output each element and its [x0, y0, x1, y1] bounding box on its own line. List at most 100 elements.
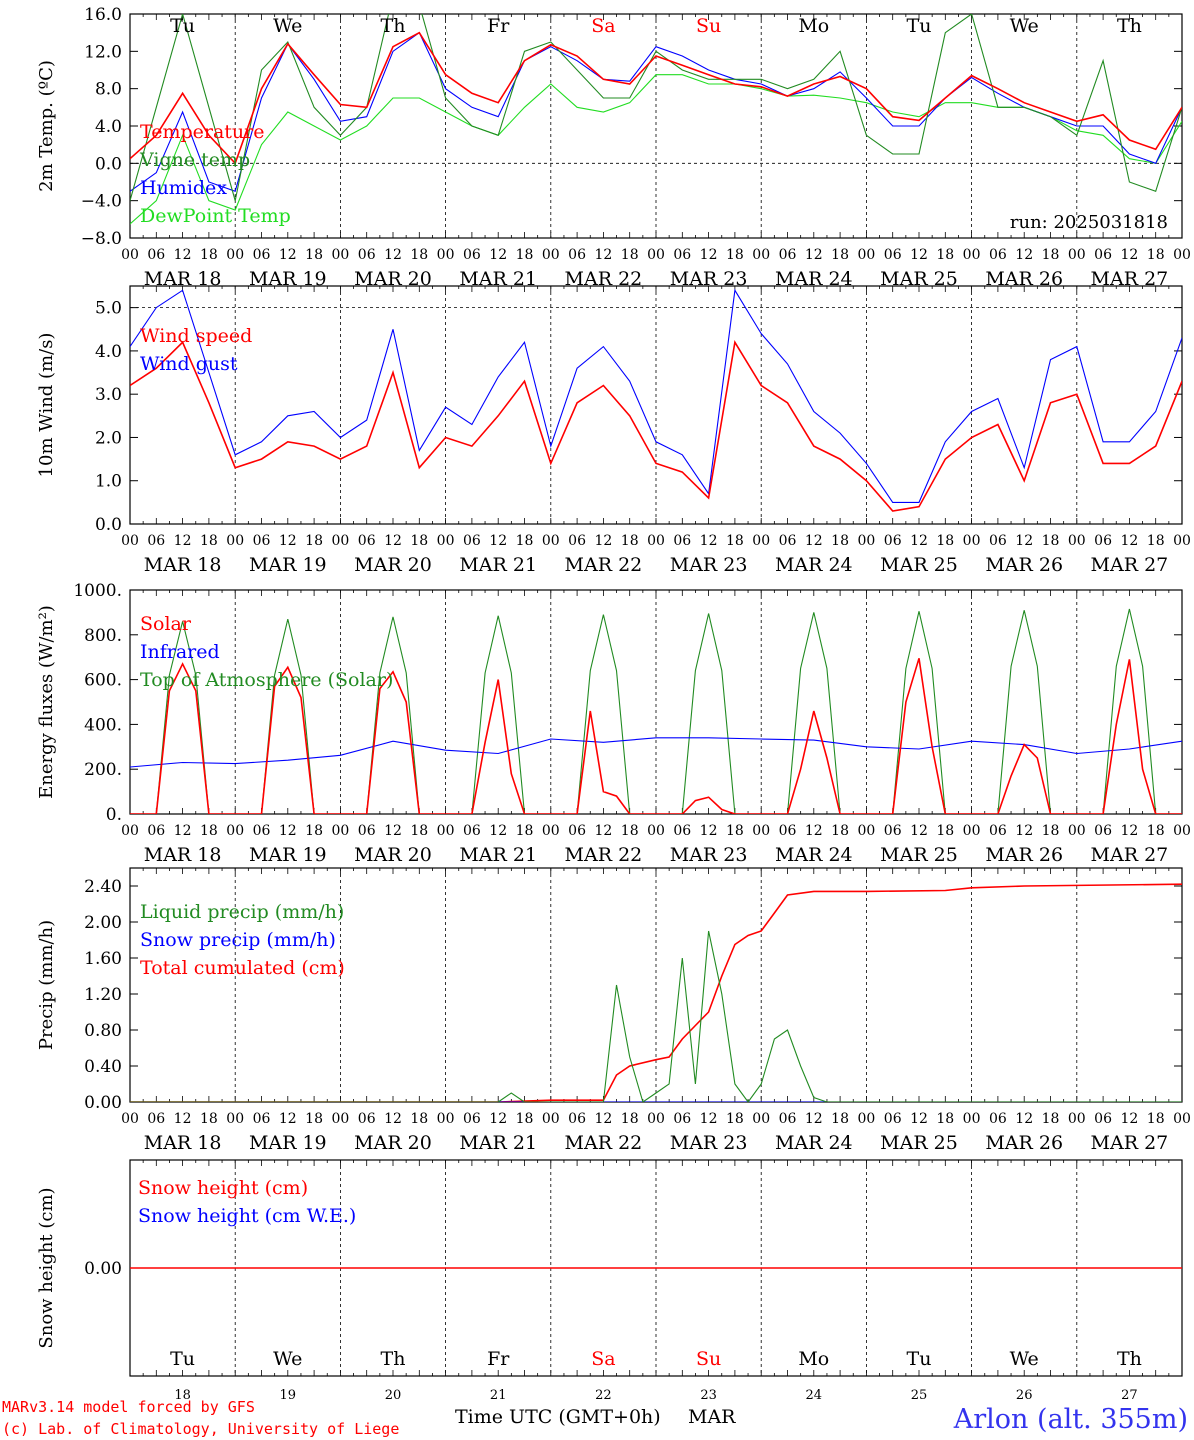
hour-label: 18: [410, 1111, 428, 1127]
hour-label: 06: [884, 533, 902, 549]
y-axis-label: Precip (mm/h): [36, 920, 57, 1050]
legend-entry: Top of Atmosphere (Solar): [140, 669, 393, 691]
hour-label: 00: [121, 533, 139, 549]
weekday-label: We: [1010, 1348, 1039, 1370]
hour-label: 12: [805, 823, 823, 839]
hour-label: 18: [726, 247, 744, 263]
hour-label: 00: [857, 247, 875, 263]
footer-credit-1: MARv3.14 model forced by GFS: [2, 1398, 255, 1416]
weekday-label: Sa: [591, 1348, 615, 1370]
hour-label: 18: [410, 823, 428, 839]
y-tick-label: 0.40: [84, 1057, 122, 1077]
y-tick-label: −4.0: [81, 192, 122, 212]
weekday-label: Fr: [487, 15, 510, 37]
series-line-top-of-atmosphere-solar-: [130, 608, 1182, 814]
day-date-label: MAR 20: [354, 554, 432, 576]
hour-label: 12: [174, 533, 192, 549]
hour-label: 00: [226, 533, 244, 549]
hour-label: 06: [147, 1111, 165, 1127]
day-number-label: 22: [595, 1388, 612, 1403]
hour-label: 12: [489, 533, 507, 549]
hour-label: 00: [331, 247, 349, 263]
hour-label: 12: [910, 1111, 928, 1127]
day-date-label: MAR 25: [880, 1132, 958, 1154]
series-line-solar: [130, 658, 1182, 814]
day-date-label: MAR 19: [249, 1132, 327, 1154]
y-tick-label: 0.00: [84, 1093, 122, 1113]
hour-label: 12: [489, 1111, 507, 1127]
hour-label: 00: [226, 1111, 244, 1127]
y-axis-label: 2m Temp. (ºC): [36, 60, 57, 192]
day-date-label: MAR 20: [354, 844, 432, 866]
day-date-label: MAR 27: [1091, 844, 1169, 866]
hour-label: 00: [1068, 533, 1086, 549]
hour-label: 12: [1015, 823, 1033, 839]
day-number-label: 26: [1016, 1388, 1033, 1403]
day-date-label: MAR 18: [144, 554, 222, 576]
chart-panel-5: 0.00 Snow height (cm) Snow height (cm) Snow…: [36, 1159, 1183, 1377]
chart-panel-2: 0.0 1.0 2.0 3.0 4.0 5.0 10m Wind (m/s) Wind spe…: [36, 285, 1191, 576]
hour-label: 18: [936, 823, 954, 839]
hour-label: 00: [331, 1111, 349, 1127]
hour-label: 06: [358, 533, 376, 549]
y-tick-label: −8.0: [81, 229, 122, 249]
hour-label: 06: [989, 247, 1007, 263]
hour-label: 18: [831, 533, 849, 549]
hour-label: 00: [647, 1111, 665, 1127]
plot-frame: [129, 589, 1183, 815]
hour-label: 06: [147, 823, 165, 839]
legend-entry: Vigne temp: [139, 149, 250, 171]
day-date-label: MAR 23: [670, 844, 748, 866]
day-date-label: MAR 27: [1091, 554, 1169, 576]
hour-label: 12: [594, 247, 612, 263]
day-number-label: 18: [174, 1388, 191, 1403]
hour-label: 12: [805, 533, 823, 549]
hour-label: 12: [700, 1111, 718, 1127]
hour-label: 00: [437, 823, 455, 839]
hour-label: 06: [358, 823, 376, 839]
y-tick-label: 0.00: [84, 1259, 122, 1279]
weekday-label: Su: [696, 1348, 721, 1370]
y-axis-label: Energy fluxes (W/m²): [36, 605, 57, 799]
hour-label: 12: [700, 247, 718, 263]
y-tick-label: 5.0: [95, 299, 122, 319]
hour-label: 18: [200, 1111, 218, 1127]
legend-entry: Infrared: [140, 641, 220, 663]
y-tick-label: 800.: [84, 626, 122, 646]
hour-label: 18: [305, 1111, 323, 1127]
hour-label: 18: [726, 533, 744, 549]
hour-label: 06: [673, 823, 691, 839]
y-tick-label: 1000.: [73, 581, 122, 601]
day-date-label: MAR 23: [670, 1132, 748, 1154]
hour-label: 12: [910, 247, 928, 263]
plot-frame: [129, 285, 1183, 525]
hour-label: 00: [121, 823, 139, 839]
hour-label: 00: [647, 533, 665, 549]
hour-label: 18: [516, 823, 534, 839]
hour-label: 06: [1094, 823, 1112, 839]
day-date-label: MAR 24: [775, 1132, 853, 1154]
chart-panel-3: 0. 200. 400. 600. 800. 1000. Energy fluxes (W/…: [36, 581, 1191, 866]
hour-label: 18: [1042, 1111, 1060, 1127]
hour-label: 12: [384, 533, 402, 549]
hour-label: 06: [1094, 1111, 1112, 1127]
hour-label: 06: [147, 533, 165, 549]
day-number-label: 20: [385, 1388, 402, 1403]
weekday-label: We: [273, 15, 302, 37]
weekday-label: Tu: [170, 1348, 195, 1370]
hour-label: 18: [200, 533, 218, 549]
hour-label: 18: [1147, 533, 1165, 549]
footer-credit-2: (c) Lab. of Climatology, University of L…: [2, 1420, 399, 1438]
hour-label: 18: [200, 247, 218, 263]
day-date-label: MAR 20: [354, 1132, 432, 1154]
y-tick-label: 1.20: [84, 985, 122, 1005]
day-date-label: MAR 25: [880, 268, 958, 290]
hour-label: 18: [516, 1111, 534, 1127]
day-number-label: 21: [490, 1388, 507, 1403]
day-date-label: MAR 23: [670, 554, 748, 576]
hour-label: 00: [1173, 1111, 1191, 1127]
day-date-label: MAR 21: [459, 844, 537, 866]
day-date-label: MAR 23: [670, 268, 748, 290]
hour-label: 00: [542, 823, 560, 839]
day-number-label: 24: [806, 1388, 823, 1403]
